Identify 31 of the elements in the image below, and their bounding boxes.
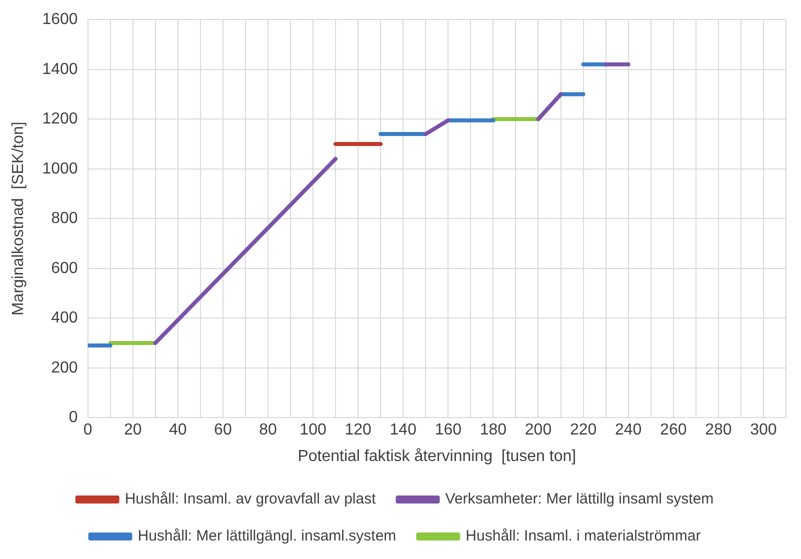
x-tick-label: 180 — [480, 422, 507, 439]
legend-label: Verksamheter: Mer lättillg insaml system — [445, 490, 714, 508]
y-axis-title: Marginalkostnad [SEK/ton] — [10, 122, 28, 316]
x-tick-label: 160 — [434, 422, 462, 439]
x-tick-label: 260 — [660, 422, 687, 439]
x-tick-label: 100 — [300, 422, 326, 439]
x-tick-label: 0 — [83, 422, 92, 439]
y-tick-label: 0 — [68, 409, 78, 426]
y-tick-label: 800 — [51, 210, 78, 228]
x-tick-label: 20 — [124, 422, 142, 439]
x-tick-label: 280 — [705, 422, 732, 439]
y-tick-label: 1000 — [42, 160, 78, 178]
x-tick-label: 200 — [524, 422, 552, 439]
x-tick-label: 60 — [214, 422, 232, 439]
legend-label: Hushåll: Insaml. i materialströmmar — [466, 528, 701, 545]
x-axis-title: Potential faktisk återvinning [tusen ton] — [298, 448, 576, 465]
x-tick-label: 120 — [344, 422, 372, 439]
legend-label: Hushåll: Mer lättillgängl. insaml.system — [138, 528, 396, 545]
x-tick-label: 220 — [570, 422, 597, 439]
y-tick-label: 600 — [51, 260, 78, 277]
y-tick-label: 1400 — [42, 60, 78, 78]
x-tick-label: 40 — [168, 422, 187, 439]
x-tick-label: 300 — [750, 422, 777, 439]
y-tick-label: 1600 — [42, 11, 78, 28]
y-tick-label: 1200 — [42, 110, 78, 128]
legend-label: Hushåll: Insaml. av grovavfall av plast — [124, 490, 377, 508]
x-tick-label: 240 — [614, 422, 642, 439]
y-tick-label: 400 — [51, 310, 78, 327]
x-tick-label: 140 — [390, 422, 417, 439]
x-tick-label: 80 — [259, 422, 277, 439]
y-tick-label: 200 — [51, 359, 78, 376]
